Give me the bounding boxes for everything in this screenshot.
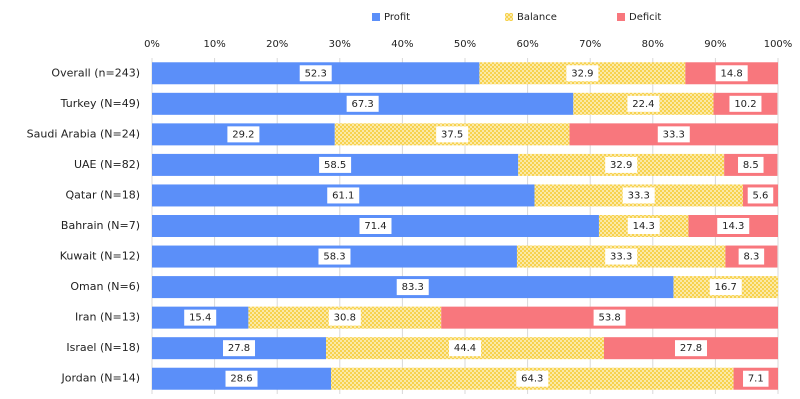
value-label-box bbox=[346, 95, 379, 112]
legend-label: Balance bbox=[517, 12, 557, 23]
y-tick-label: Jordan (N=14) bbox=[60, 372, 140, 385]
value-label-box bbox=[605, 248, 638, 265]
value-label-box bbox=[319, 156, 352, 173]
value-label: 33.3 bbox=[610, 252, 632, 263]
value-label: 32.9 bbox=[610, 160, 632, 171]
legend-label: Profit bbox=[384, 12, 410, 23]
x-tick-label: 40% bbox=[391, 39, 413, 50]
value-label-box bbox=[299, 65, 332, 82]
x-tick-label: 0% bbox=[144, 39, 160, 50]
value-label: 33.3 bbox=[628, 190, 650, 201]
value-label-box bbox=[328, 309, 361, 326]
y-tick-label: Oman (N=6) bbox=[70, 280, 140, 293]
value-label-box bbox=[318, 248, 351, 265]
x-tick-label: 70% bbox=[579, 39, 601, 50]
value-label: 64.3 bbox=[521, 374, 543, 385]
value-label-box bbox=[227, 126, 260, 143]
value-label-box bbox=[593, 309, 626, 326]
value-label: 28.6 bbox=[230, 374, 252, 385]
x-tick-label: 90% bbox=[704, 39, 726, 50]
value-label: 15.4 bbox=[189, 313, 211, 324]
value-label-box bbox=[715, 65, 748, 82]
value-label-box bbox=[184, 309, 217, 326]
value-label-box bbox=[359, 218, 392, 234]
value-label: 7.1 bbox=[748, 374, 764, 385]
x-tick-label: 80% bbox=[642, 39, 664, 50]
x-tick-label: 10% bbox=[203, 39, 225, 50]
value-label: 29.2 bbox=[232, 129, 254, 140]
value-label: 61.1 bbox=[332, 190, 354, 201]
value-label-box bbox=[566, 65, 599, 82]
value-label: 14.3 bbox=[722, 221, 744, 232]
y-tick-label: Qatar (N=18) bbox=[66, 188, 141, 201]
value-label: 8.5 bbox=[743, 160, 759, 171]
value-label-box bbox=[449, 340, 481, 357]
value-label-box bbox=[225, 370, 258, 387]
value-label: 16.7 bbox=[715, 282, 737, 293]
value-label: 58.5 bbox=[324, 160, 346, 171]
value-label: 14.3 bbox=[633, 221, 655, 232]
legend-swatch bbox=[617, 13, 625, 21]
value-label-box bbox=[717, 218, 750, 234]
value-label: 14.8 bbox=[721, 68, 743, 79]
value-label-box bbox=[516, 370, 549, 387]
legend-swatch bbox=[372, 13, 380, 21]
value-label-box bbox=[223, 340, 256, 357]
value-label: 8.3 bbox=[743, 252, 759, 263]
legend-label: Deficit bbox=[629, 12, 661, 23]
value-label-box bbox=[743, 370, 769, 387]
value-label-box bbox=[747, 187, 774, 204]
x-tick-label: 50% bbox=[454, 39, 476, 50]
value-label-box bbox=[674, 340, 707, 357]
value-label-box bbox=[738, 156, 764, 173]
value-label: 27.8 bbox=[680, 343, 702, 354]
value-label: 27.8 bbox=[228, 343, 250, 354]
value-label: 37.5 bbox=[441, 129, 463, 140]
value-label-box bbox=[396, 279, 429, 296]
value-label: 67.3 bbox=[352, 99, 374, 110]
value-label-box bbox=[709, 279, 742, 296]
value-label: 30.8 bbox=[334, 313, 356, 324]
x-tick-label: 60% bbox=[516, 39, 538, 50]
value-label-box bbox=[657, 126, 690, 143]
y-tick-label: Bahrain (N=7) bbox=[61, 219, 140, 232]
value-label: 71.4 bbox=[364, 221, 386, 232]
value-label-box bbox=[627, 95, 660, 112]
y-tick-label: Kuwait (N=12) bbox=[60, 250, 140, 263]
value-label: 44.4 bbox=[454, 343, 476, 354]
y-tick-label: UAE (N=82) bbox=[74, 158, 140, 171]
y-tick-label: Iran (N=13) bbox=[75, 311, 140, 324]
x-tick-label: 20% bbox=[266, 39, 288, 50]
value-label-box bbox=[605, 156, 638, 173]
value-label: 33.3 bbox=[663, 129, 685, 140]
value-label: 83.3 bbox=[402, 282, 424, 293]
value-label: 22.4 bbox=[632, 99, 654, 110]
y-tick-label: Saudi Arabia (N=24) bbox=[27, 127, 140, 140]
value-label: 10.2 bbox=[734, 99, 756, 110]
value-label: 5.6 bbox=[753, 190, 769, 201]
value-label-box bbox=[327, 187, 360, 204]
value-label-box bbox=[622, 187, 655, 204]
value-label: 32.9 bbox=[571, 68, 593, 79]
y-tick-label: Turkey (N=49) bbox=[60, 97, 140, 110]
value-label-box bbox=[436, 126, 469, 143]
legend-swatch bbox=[505, 13, 513, 21]
x-tick-label: 30% bbox=[329, 39, 351, 50]
y-tick-label: Overall (n=243) bbox=[51, 66, 140, 79]
x-tick-label: 100% bbox=[764, 39, 793, 50]
value-label: 52.3 bbox=[305, 68, 327, 79]
value-label-box bbox=[738, 248, 765, 265]
value-label: 53.8 bbox=[598, 313, 620, 324]
value-label: 58.3 bbox=[323, 252, 345, 263]
value-label-box bbox=[729, 95, 762, 112]
value-label-box bbox=[627, 218, 660, 234]
y-tick-label: Israel (N=18) bbox=[66, 341, 140, 354]
